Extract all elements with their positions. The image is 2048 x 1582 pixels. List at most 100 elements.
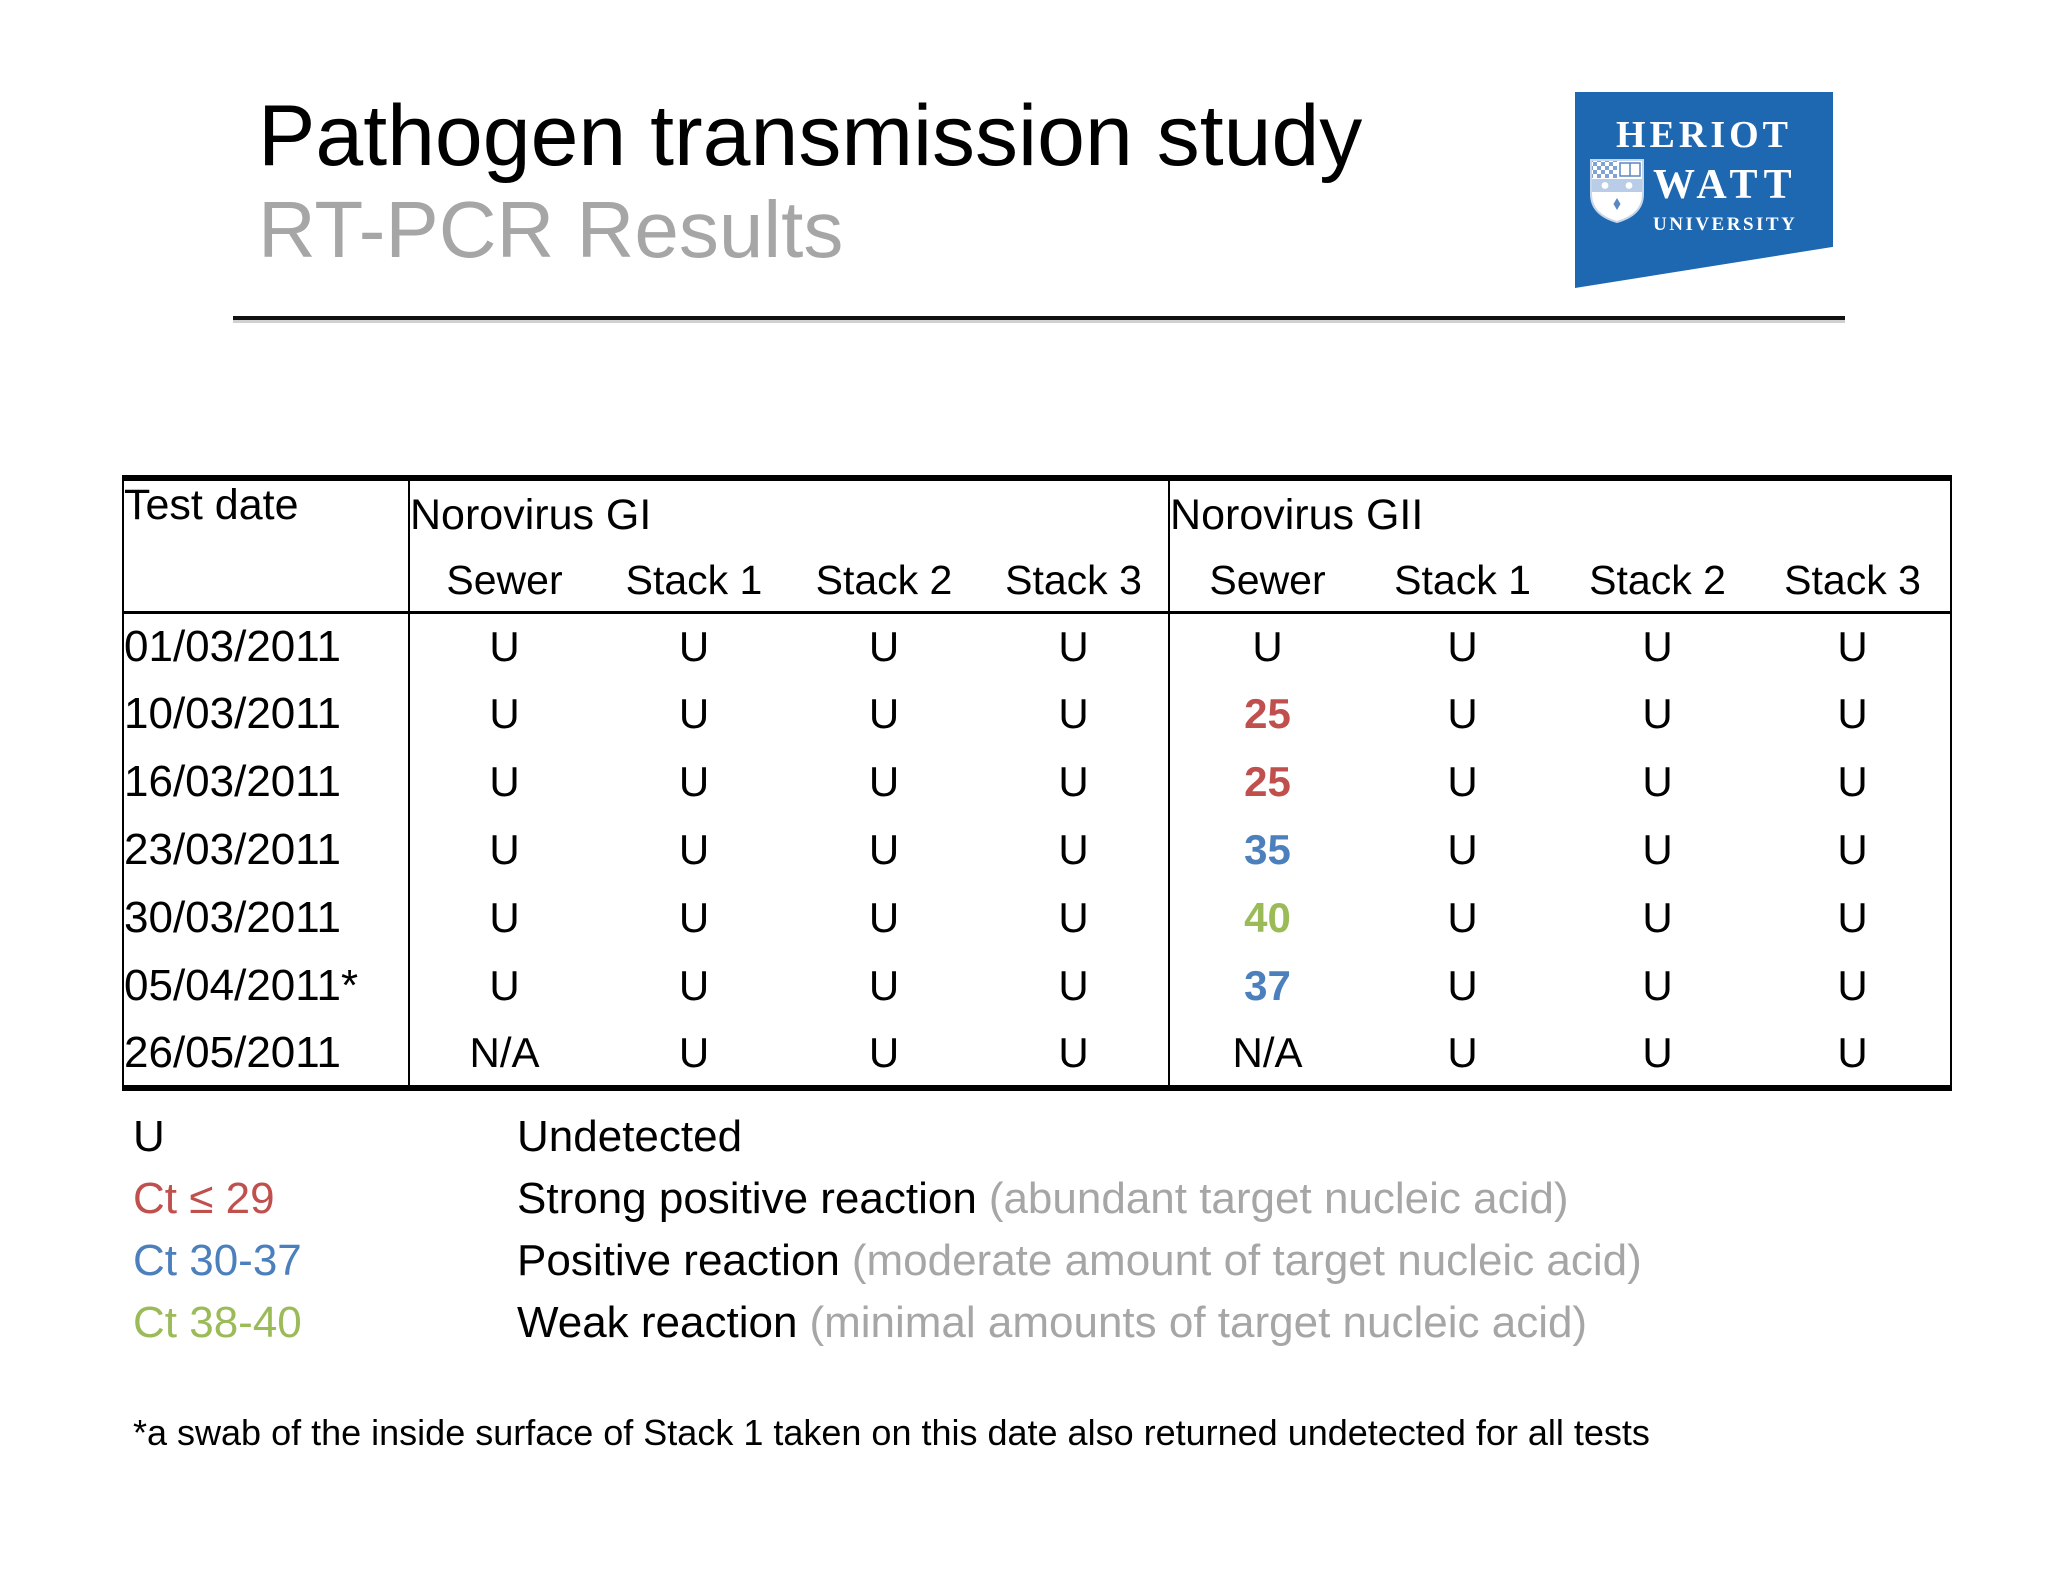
result-value: 37 bbox=[1244, 962, 1291, 1009]
value-cell: U bbox=[979, 680, 1169, 748]
result-value: U bbox=[1642, 758, 1673, 805]
result-value: U bbox=[678, 622, 710, 670]
legend-main-text: Strong positive reaction bbox=[517, 1174, 977, 1223]
result-value: U bbox=[1642, 962, 1673, 1009]
value-cell: U bbox=[599, 816, 789, 884]
legend-description: Positive reaction (moderate amount of tar… bbox=[517, 1236, 1642, 1286]
value-cell: U bbox=[1755, 1020, 1951, 1088]
column-header-gi-stack2: Stack 2 bbox=[789, 550, 979, 614]
legend-main-text: Undetected bbox=[517, 1112, 743, 1161]
result-value: U bbox=[1837, 690, 1868, 737]
results-table: Test date Norovirus GI Norovirus GII Sew… bbox=[122, 475, 1953, 1091]
date-cell: 05/04/2011* bbox=[123, 952, 410, 1020]
result-value: U bbox=[1447, 758, 1478, 805]
result-value: U bbox=[868, 826, 900, 873]
legend-item: Ct 30-37 Positive reaction (moderate amou… bbox=[133, 1230, 1642, 1292]
value-cell: U bbox=[789, 816, 979, 884]
value-cell: U bbox=[1560, 884, 1755, 952]
legend-item: U Undetected bbox=[133, 1106, 1642, 1168]
result-value: U bbox=[489, 622, 520, 670]
group-header-norovirus-gi: Norovirus GI bbox=[407, 478, 1170, 550]
value-cell: U bbox=[1365, 816, 1560, 884]
result-value: U bbox=[1447, 962, 1478, 1009]
value-cell: U bbox=[409, 680, 599, 748]
value-cell: U bbox=[1560, 816, 1755, 884]
value-cell: U bbox=[789, 748, 979, 816]
table-row: 23/03/2011 U U U U 35 U U U bbox=[123, 816, 1951, 884]
result-value: 25 bbox=[1244, 690, 1291, 737]
result-value: U bbox=[1058, 690, 1089, 737]
value-cell: U bbox=[1365, 748, 1560, 816]
result-value: 35 bbox=[1244, 826, 1291, 873]
result-value: U bbox=[1642, 894, 1673, 941]
date-cell: 01/03/2011 bbox=[123, 612, 410, 680]
table-row: 30/03/2011 U U U U 40 U U U bbox=[123, 884, 1951, 952]
table-row: 01/03/2011 U U U U U U U U bbox=[123, 612, 1951, 680]
column-header-gii-stack3: Stack 3 bbox=[1755, 550, 1952, 614]
value-cell: U bbox=[1560, 680, 1755, 748]
value-cell: U bbox=[979, 884, 1169, 952]
result-value: U bbox=[1058, 826, 1089, 873]
logo-word-watt: WATT bbox=[1653, 162, 1798, 208]
result-value: U bbox=[678, 758, 710, 805]
column-header-test-date: Test date bbox=[123, 478, 410, 614]
date-cell: 23/03/2011 bbox=[123, 816, 410, 884]
result-value: U bbox=[1447, 826, 1478, 873]
result-value: U bbox=[1837, 962, 1868, 1009]
value-cell: 35 bbox=[1168, 816, 1366, 884]
result-value: U bbox=[1058, 1028, 1089, 1076]
logo-word-heriot: HERIOT bbox=[1615, 114, 1793, 156]
value-cell: U bbox=[1365, 612, 1560, 680]
logo-wordmark: WATT UNIVERSITY bbox=[1653, 158, 1798, 234]
legend-main-text: Positive reaction bbox=[517, 1236, 840, 1285]
result-value: U bbox=[1837, 894, 1868, 941]
result-value: 25 bbox=[1244, 758, 1291, 805]
date-cell: 10/03/2011 bbox=[123, 680, 410, 748]
column-header-gii-stack2: Stack 2 bbox=[1560, 550, 1756, 614]
value-cell: U bbox=[789, 952, 979, 1020]
result-value: U bbox=[868, 690, 900, 737]
date-cell: 26/05/2011 bbox=[123, 1020, 410, 1088]
value-cell: U bbox=[599, 748, 789, 816]
column-header-gii-stack1: Stack 1 bbox=[1365, 550, 1561, 614]
value-cell: U bbox=[599, 1020, 789, 1088]
value-cell: U bbox=[409, 612, 599, 680]
table-row: 10/03/2011 U U U U 25 U U U bbox=[123, 680, 1951, 748]
result-value: U bbox=[1642, 622, 1673, 670]
value-cell: U bbox=[599, 680, 789, 748]
legend-key-text: Ct 38-40 bbox=[133, 1298, 302, 1347]
value-cell: U bbox=[1755, 884, 1951, 952]
value-cell: U bbox=[1755, 748, 1951, 816]
value-cell: U bbox=[979, 612, 1169, 680]
result-value: U bbox=[1058, 622, 1089, 670]
value-cell: 37 bbox=[1168, 952, 1366, 1020]
value-cell: U bbox=[1755, 816, 1951, 884]
value-cell: U bbox=[599, 884, 789, 952]
heriot-watt-shield-icon bbox=[1590, 159, 1644, 224]
legend: U Undetected Ct ≤ 29 Strong positive rea… bbox=[133, 1106, 1642, 1354]
value-cell: U bbox=[599, 612, 789, 680]
column-header-gii-sewer: Sewer bbox=[1168, 550, 1366, 614]
result-value: U bbox=[1058, 894, 1089, 941]
value-cell: 25 bbox=[1168, 680, 1366, 748]
slide-headings: Pathogen transmission study RT-PCR Resul… bbox=[258, 88, 1362, 274]
result-value: U bbox=[678, 1028, 710, 1076]
value-cell: U bbox=[1560, 612, 1755, 680]
legend-key-text: U bbox=[133, 1112, 165, 1161]
result-value: U bbox=[489, 690, 520, 737]
result-value: U bbox=[678, 894, 710, 941]
result-value: U bbox=[1837, 1028, 1868, 1076]
value-cell: U bbox=[409, 816, 599, 884]
result-value: U bbox=[1447, 690, 1478, 737]
legend-key-text: Ct ≤ 29 bbox=[133, 1174, 275, 1223]
table-row: 16/03/2011 U U U U 25 U U U bbox=[123, 748, 1951, 816]
value-cell: 25 bbox=[1168, 748, 1366, 816]
legend-key: U bbox=[133, 1112, 517, 1162]
value-cell: 40 bbox=[1168, 884, 1366, 952]
value-cell: U bbox=[1755, 680, 1951, 748]
result-value: U bbox=[1642, 1028, 1673, 1076]
result-value: U bbox=[868, 894, 900, 941]
value-cell: U bbox=[789, 612, 979, 680]
legend-note: (moderate amount of target nucleic acid) bbox=[851, 1236, 1642, 1285]
result-value: U bbox=[868, 622, 900, 670]
